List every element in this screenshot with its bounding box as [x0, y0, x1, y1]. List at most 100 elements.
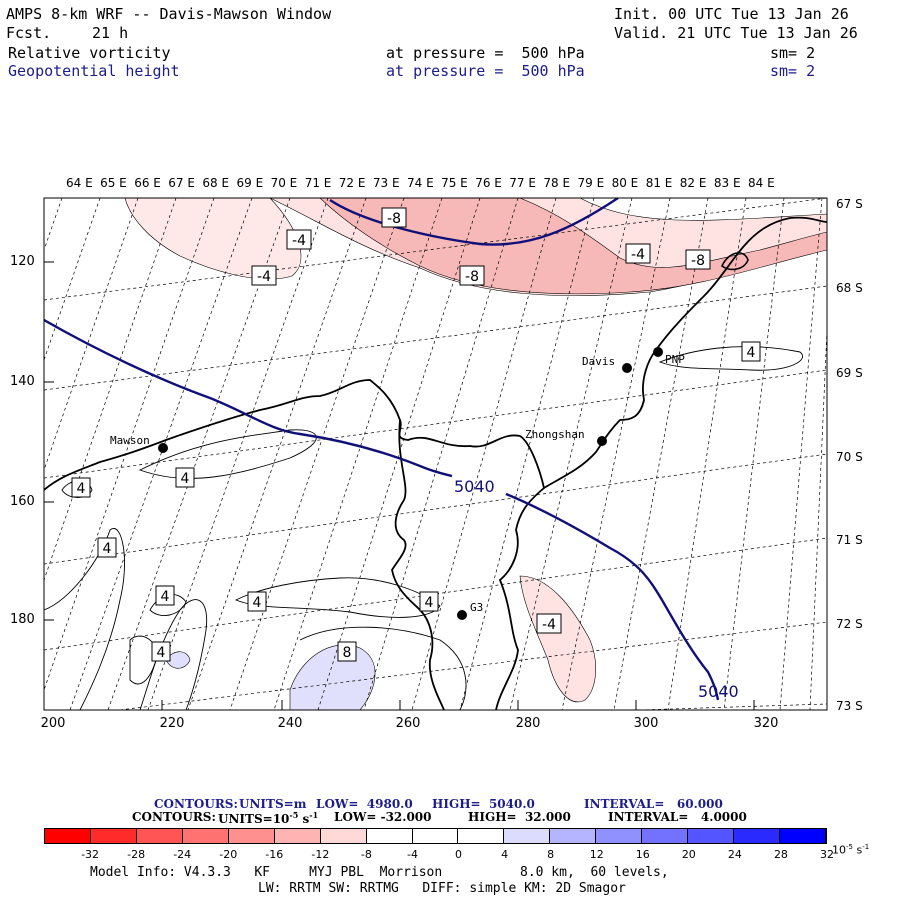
colorbar-swatch — [274, 829, 321, 843]
vorticity-label-text: 4 — [161, 589, 170, 605]
vorticity-contour — [61, 480, 93, 498]
longitude-label: 73 E — [372, 176, 400, 190]
init-time: Init. 00 UTC Tue 13 Jan 26 — [614, 5, 849, 23]
pos-vorticity-fill — [289, 644, 376, 710]
vorticity-label: 4 — [741, 341, 761, 362]
station-name: Davis — [582, 355, 615, 368]
latitude-label: 70 S — [836, 450, 863, 464]
contour-labels: 5040 5040 -8 -4 -4 -8 -4 -8 4 4 4 4 4 4 4 4 -4 8 — [71, 207, 761, 701]
x-tick-label: 300 — [633, 716, 659, 731]
vorticity-label: 4 — [247, 591, 267, 612]
colorbar-swatch — [642, 829, 689, 843]
y-tick-label: 140 — [10, 374, 35, 389]
colorbar-swatch — [734, 829, 780, 843]
vorticity-contour — [299, 626, 467, 710]
vorticity-contour-interval: INTERVAL= 4.0000 — [608, 810, 747, 824]
latitude-label: 69 S — [836, 366, 863, 380]
meridian-lines — [44, 198, 827, 710]
vorticity-label-text: 4 — [77, 481, 86, 497]
colorbar-label: -16 — [265, 848, 284, 861]
vorticity-label: 4 — [97, 537, 117, 558]
colorbar-label: 8 — [547, 848, 555, 861]
height-label: 5040 — [454, 477, 495, 496]
vorticity-label: 4 — [419, 591, 439, 612]
colorbar-label: 24 — [727, 848, 742, 861]
coastline-island — [721, 252, 749, 271]
colorbar-swatch — [596, 829, 643, 843]
height-contour-high: HIGH= 5040.0 — [432, 797, 535, 811]
height-contour-north — [329, 198, 619, 246]
coastline-amery — [391, 419, 445, 710]
vorticity-label-text: 8 — [343, 645, 352, 661]
colorbar-label: 0 — [455, 848, 463, 861]
height-contour-interval: INTERVAL= 60.000 — [584, 797, 723, 811]
vorticity-label-text: 4 — [157, 645, 166, 661]
pos-vorticity-small — [165, 651, 191, 669]
longitude-label: 83 E — [713, 176, 741, 190]
colorbar-swatch — [688, 829, 735, 843]
longitude-label: 82 E — [679, 176, 707, 190]
vorticity-contour-units: UNITS=10-5 s-1 — [218, 810, 319, 826]
forecast-hours: 21 h — [92, 24, 129, 42]
station-name: PNP — [665, 353, 685, 366]
station-name: Mawson — [110, 434, 150, 447]
colorbar-label: -32 — [81, 848, 100, 861]
colorbar-swatch — [228, 829, 275, 843]
height-contour-5040 — [505, 492, 720, 701]
latitude-label: 71 S — [836, 533, 863, 547]
field2-name: Geopotential height — [8, 62, 180, 80]
vorticity-label: -8 — [381, 207, 407, 228]
longitude-label: 71 E — [304, 176, 332, 190]
colorbar-swatch — [780, 829, 826, 843]
colorbar-label: 12 — [589, 848, 604, 861]
longitude-label: 70 E — [270, 176, 298, 190]
longitude-label: 78 E — [543, 176, 571, 190]
colorbar-swatch — [412, 829, 459, 843]
colorbar-swatch — [366, 829, 413, 843]
height-contour-5040 — [44, 318, 453, 478]
latitude-label: 72 S — [836, 617, 863, 631]
height-contour-low: LOW= 4980.0 — [316, 797, 413, 811]
vorticity-label: -4 — [286, 229, 312, 250]
colorbar-swatch — [320, 829, 367, 843]
vorticity-label: -4 — [536, 613, 562, 634]
model-resolution: 8.0 km, 60 levels, — [520, 865, 669, 880]
x-tick-label: 220 — [159, 716, 185, 731]
vorticity-contour-label: CONTOURS: — [132, 810, 216, 824]
field1-name: Relative vorticity — [8, 44, 171, 62]
colorbar-label: 20 — [681, 848, 696, 861]
vorticity-label-text: 4 — [747, 345, 756, 361]
field2-smoothing: sm= 2 — [770, 62, 816, 80]
station-dot — [597, 436, 607, 446]
colorbar-swatch — [504, 829, 551, 843]
vorticity-label: -8 — [685, 249, 711, 270]
vorticity-label-text: -4 — [292, 233, 306, 249]
map-title: AMPS 8-km WRF -- Davis-Mawson Window — [6, 5, 332, 23]
longitude-label: 68 E — [202, 176, 230, 190]
y-tick-label: 180 — [10, 612, 35, 627]
coastline-amery-east — [495, 487, 545, 710]
colorbar-label: 32 — [820, 848, 834, 861]
colorbar-label: -20 — [219, 848, 238, 861]
colorbar-unit: 10-5 s-1 — [832, 843, 870, 857]
vorticity-label: 8 — [337, 641, 357, 662]
vorticity-label-text: -8 — [465, 269, 479, 285]
model-info: Model Info: V4.3.3 KF MYJ PBL Morrison — [90, 865, 443, 880]
colorbar — [44, 828, 827, 844]
vorticity-label: -8 — [459, 265, 485, 286]
latitude-label: 73 S — [836, 699, 863, 713]
colorbar-label: -28 — [127, 848, 146, 861]
colorbar-label: -24 — [173, 848, 192, 861]
field2-level: at pressure = 500 hPa — [386, 62, 585, 80]
height-label: 5040 — [698, 682, 739, 701]
height-contour-units: UNITS=m — [239, 797, 307, 811]
neg-vorticity-south — [519, 575, 596, 703]
vorticity-label-text: 4 — [253, 595, 262, 611]
parallel-lines — [44, 198, 827, 710]
longitude-label: 65 E — [100, 176, 127, 190]
colorbar-swatch — [182, 829, 229, 843]
field1-smoothing: sm= 2 — [770, 44, 816, 62]
vorticity-contour — [658, 346, 803, 371]
longitude-label: 76 E — [475, 176, 502, 190]
x-tick-label: 280 — [515, 716, 541, 731]
